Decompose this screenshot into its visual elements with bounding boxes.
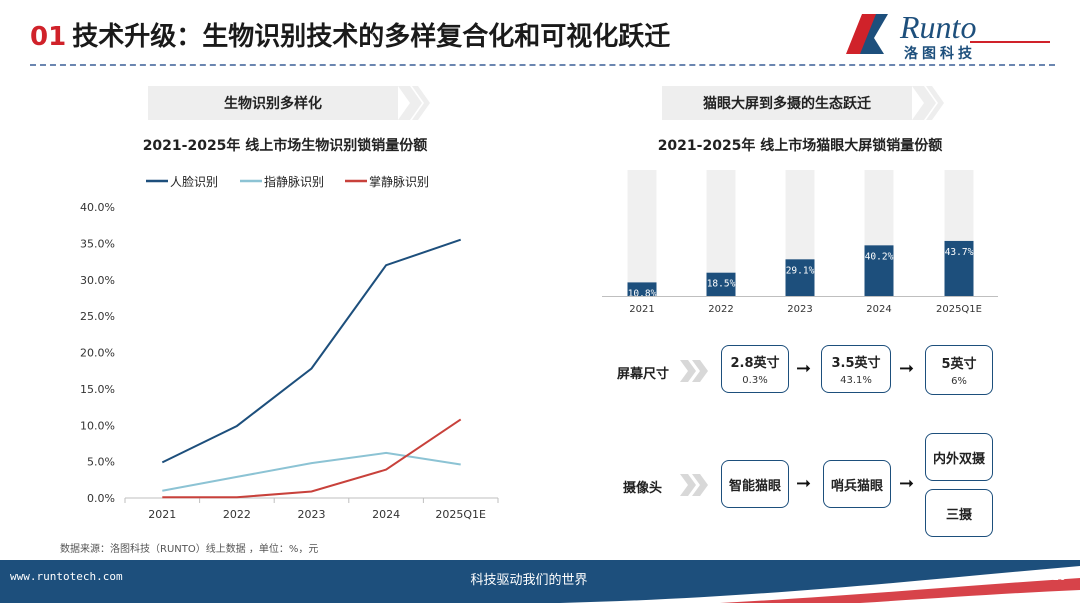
y-tick-label: 35.0%	[80, 237, 115, 250]
legend-item: 人脸识别	[146, 175, 218, 189]
footer-url[interactable]: www.runtotech.com	[10, 570, 123, 583]
x-tick-label: 2023	[298, 508, 326, 521]
page-number: -10-	[1048, 570, 1070, 583]
series-line	[161, 238, 462, 464]
y-tick-label: 30.0%	[80, 274, 115, 287]
flow-step-smart-peephole: 智能猫眼	[721, 460, 789, 508]
bar	[944, 240, 974, 296]
bar	[627, 282, 657, 296]
flow-step-main: 哨兵猫眼	[830, 478, 883, 494]
title-number: 01	[30, 22, 67, 52]
bar-chart: 10.8% 2021 18.5% 2022 29.1% 2023 40.2% 2024 43.7…	[602, 170, 998, 315]
right-banner-text: 猫眼大屏到多摄的生态跃迁	[703, 96, 871, 112]
right-arrow-icon: ➞	[796, 358, 812, 379]
bar	[785, 259, 815, 296]
flow-step-main: 3.5英寸	[831, 356, 881, 371]
footer: www.runtotech.com 科技驱动我们的世界 -10-	[0, 560, 1080, 603]
y-tick-label: 15.0%	[80, 383, 115, 396]
bar-value-label: 40.2%	[865, 251, 894, 262]
runto-logo: Runto 洛图科技	[846, 9, 1050, 62]
x-tick-label: 2021	[148, 508, 176, 521]
x-tick-label: 2024	[866, 304, 891, 315]
flow-step-main: 智能猫眼	[728, 478, 781, 494]
line-chart: 人脸识别 指静脉识别 掌静脉识别 0.0% 5.0% 10.0% 15.0% 20.0% 25.…	[80, 174, 499, 521]
left-banner-text: 生物识别多样化	[224, 96, 322, 112]
right-banner: 猫眼大屏到多摄的生态跃迁	[662, 86, 912, 120]
x-tick-label: 2022	[708, 304, 733, 315]
flow-step-dual-camera: 内外双摄	[925, 433, 993, 481]
series-line	[162, 451, 461, 492]
x-tick-label: 2025Q1E	[936, 304, 982, 315]
legend-label: 掌静脉识别	[369, 174, 429, 189]
bar	[706, 272, 736, 296]
y-tick-label: 20.0%	[80, 347, 115, 360]
x-tick-label: 2025Q1E	[435, 508, 486, 521]
bar-value-label: 18.5%	[707, 279, 736, 290]
banner-chevron-icon	[912, 86, 944, 120]
double-chevron-icon	[680, 360, 708, 382]
bar-chart-title: 2021-2025年 线上市场猫眼大屏锁销量份额	[657, 138, 943, 154]
flow-step-main: 5英寸	[941, 357, 977, 372]
logo-text: Runto	[899, 9, 976, 45]
flow-step-main: 内外双摄	[932, 451, 985, 467]
title-text: 技术升级：生物识别技术的多样复合化和可视化跃迁	[72, 22, 671, 52]
flow-step-sub: 6%	[951, 376, 967, 387]
x-tick-label: 2021	[629, 304, 654, 315]
series-line	[162, 418, 462, 499]
double-chevron-icon	[680, 474, 708, 496]
bar-value-label: 29.1%	[786, 265, 815, 276]
header: 01 技术升级：生物识别技术的多样复合化和可视化跃迁 Runto 洛图科技	[0, 0, 1080, 70]
flow-step-main: 2.8英寸	[730, 356, 780, 371]
flow-step-main: 三摄	[945, 507, 972, 523]
bar-track	[627, 170, 657, 296]
legend-item: 掌静脉识别	[345, 174, 429, 189]
y-tick-label: 0.0%	[87, 492, 115, 505]
legend-item: 指静脉识别	[240, 174, 324, 189]
footer-slogan: 科技驱动我们的世界	[470, 573, 588, 588]
y-tick-label: 10.0%	[80, 419, 115, 432]
left-banner: 生物识别多样化	[148, 86, 398, 120]
y-tick-label: 25.0%	[80, 310, 115, 323]
bar-value-label: 10.8%	[628, 288, 657, 299]
y-tick-label: 40.0%	[80, 201, 115, 214]
x-tick-label: 2024	[372, 508, 400, 521]
bar	[864, 245, 894, 296]
bar-value-label: 43.7%	[945, 247, 974, 258]
flow-step-sub: 43.1%	[840, 375, 872, 386]
right-arrow-icon: ➞	[796, 473, 812, 494]
flow-step-sub: 0.3%	[742, 375, 768, 386]
right-arrow-icon: ➞	[899, 473, 915, 494]
x-tick-label: 2022	[223, 508, 251, 521]
x-tick-label: 2023	[787, 304, 812, 315]
legend-label: 指静脉识别	[264, 174, 324, 189]
header-divider	[30, 64, 1055, 66]
page-title: 01 技术升级：生物识别技术的多样复合化和可视化跃迁	[30, 16, 670, 53]
right-arrow-icon: ➞	[899, 358, 915, 379]
flow-label-camera: 摄像头	[623, 481, 663, 496]
y-tick-label: 5.0%	[87, 456, 115, 469]
logo-sub: 洛图科技	[904, 45, 976, 62]
flow-step-sentinel-peephole: 哨兵猫眼	[823, 460, 891, 508]
flow-step-triple-camera: 三摄	[925, 489, 993, 537]
legend-label: 人脸识别	[170, 175, 218, 189]
source-note: 数据来源：洛图科技（RUNTO）线上数据 ，单位：%，元	[60, 544, 319, 555]
flow-step-5-inch: 5英寸 6%	[925, 345, 993, 395]
flow-label-screen-size: 屏幕尺寸	[617, 367, 670, 382]
line-chart-title: 2021-2025年 线上市场生物识别锁销量份额	[142, 138, 428, 154]
footer-swoosh	[560, 566, 1080, 603]
flow-step-2-8-inch: 2.8英寸 0.3%	[721, 345, 789, 393]
flow-step-3-5-inch: 3.5英寸 43.1%	[821, 345, 891, 393]
banner-chevron-icon	[398, 86, 430, 120]
